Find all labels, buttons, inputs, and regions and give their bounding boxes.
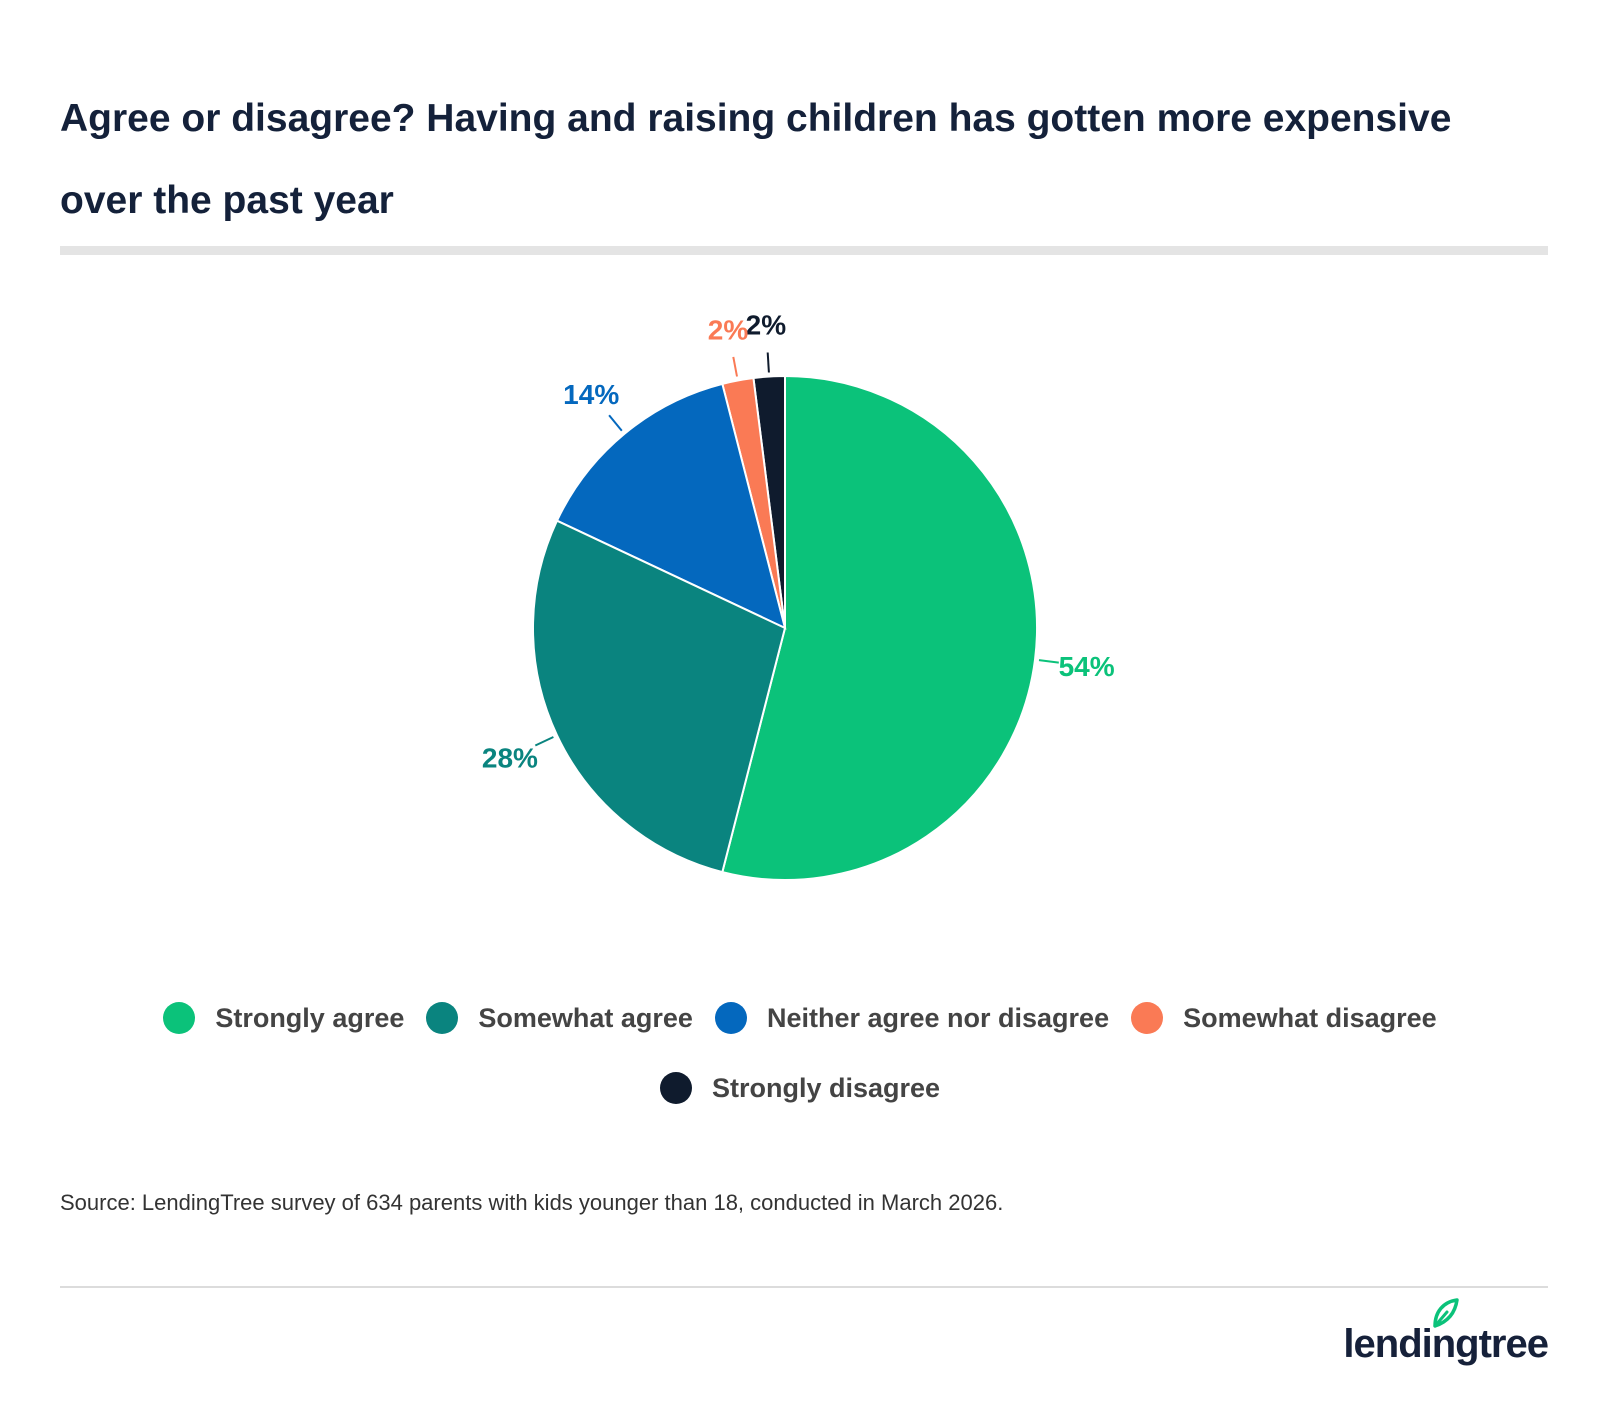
source-note: Source: LendingTree survey of 634 parent… xyxy=(60,1190,1004,1215)
data-label: 14% xyxy=(563,379,619,410)
legend-swatch xyxy=(659,1072,692,1104)
data-label: 2% xyxy=(746,310,787,341)
pie-slices xyxy=(532,374,1039,881)
legend-swatch xyxy=(714,1002,747,1034)
leader-line xyxy=(534,736,554,747)
legend-label: Somewhat agree xyxy=(478,1002,693,1033)
pie-slice-strongly-agree xyxy=(721,374,1039,881)
leader-line xyxy=(1038,659,1059,664)
legend-item: Strongly agree xyxy=(163,1000,404,1036)
legend-swatch xyxy=(426,1002,459,1034)
leader-line xyxy=(732,356,738,377)
legend-item: Neither agree nor disagree xyxy=(714,1000,1110,1036)
pie-leader-lines xyxy=(534,352,1059,747)
title-divider xyxy=(60,246,1548,255)
footer-divider xyxy=(60,1286,1548,1288)
pie-data-labels: 54% 2%2% 14% 28% xyxy=(482,310,1115,774)
leader-line xyxy=(766,352,770,373)
pie-slice-neither-agree-nor-disagree xyxy=(555,382,787,630)
legend-label: Somewhat disagree xyxy=(1183,1002,1437,1033)
legend-label: Neither agree nor disagree xyxy=(766,1002,1110,1033)
data-label: 54% xyxy=(1059,651,1115,682)
data-label: 2% xyxy=(708,314,749,345)
chart-title: Agree or disagree? Having and raising ch… xyxy=(60,97,1452,222)
legend-swatch xyxy=(1131,1002,1164,1034)
legend-item: Somewhat agree xyxy=(426,1000,693,1036)
chart-legend: Strongly agree Somewhat agree Neither agre… xyxy=(160,1000,1440,1106)
pie-chart: 54% 2%2% 14% 28% xyxy=(482,310,1115,881)
leader-line xyxy=(608,414,623,432)
lendingtree-logo: lendingtree xyxy=(1343,1298,1549,1367)
pie-slice-somewhat-agree xyxy=(532,519,787,874)
legend-swatch xyxy=(163,1002,196,1034)
data-label: 28% xyxy=(482,742,538,773)
leaf-icon xyxy=(1433,1298,1460,1328)
legend-label: Strongly disagree xyxy=(711,1072,941,1103)
legend-item: Strongly disagree xyxy=(659,1070,941,1106)
logo-wordmark: lendingtree xyxy=(1343,1322,1549,1366)
legend-label: Strongly agree xyxy=(215,1002,405,1033)
legend-item: Somewhat disagree xyxy=(1131,1000,1437,1036)
